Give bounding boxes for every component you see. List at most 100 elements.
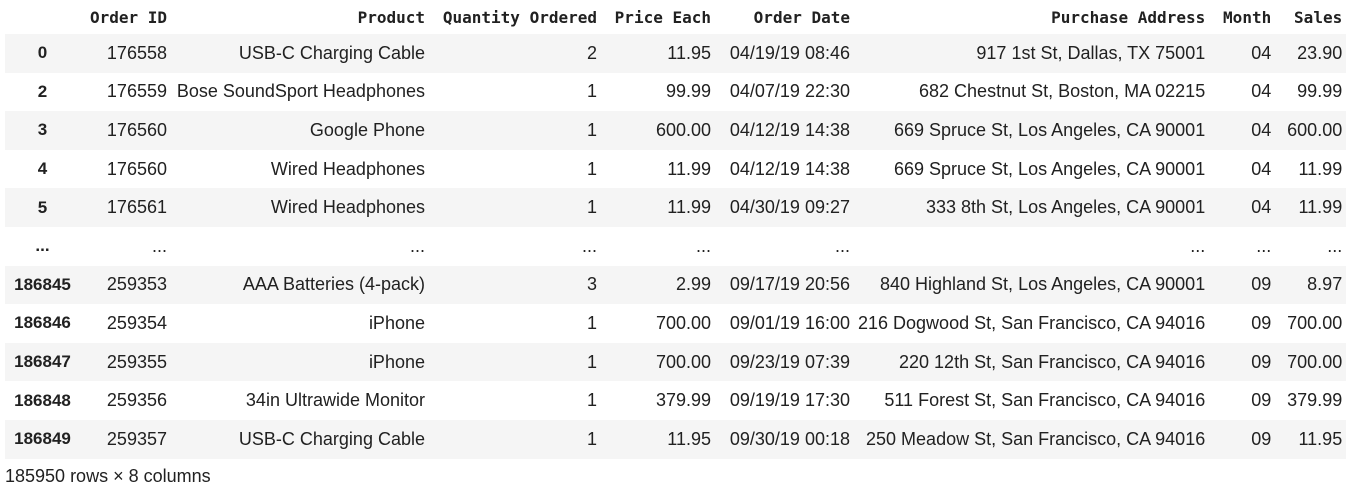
column-header-month: Month: [1223, 7, 1272, 27]
cell-quantity-ordered: 1: [586, 158, 597, 179]
cell-purchase-address: 220 12th St, San Francisco, CA 94016: [899, 351, 1206, 372]
cell-price-each: 11.99: [667, 197, 711, 218]
cell-order-date: 04/12/19 14:38: [729, 158, 850, 179]
cell-order-date: 04/30/19 09:27: [729, 197, 850, 218]
row-index: 2: [37, 81, 48, 101]
cell-sales: 99.99: [1297, 81, 1343, 102]
cell-month: 09: [1251, 390, 1272, 411]
table-row: 186845 259353 AAA Batteries (4-pack) 3 2.99 0…: [5, 265, 1347, 305]
table-row: 3 176560 Google Phone 1 600.00 04/12/19 14:38…: [5, 111, 1347, 150]
cell-quantity-ordered: 3: [586, 274, 597, 295]
cell-order-date: ...: [834, 235, 850, 256]
cell-product: iPhone: [368, 312, 425, 333]
cell-order-date: 09/17/19 20:56: [729, 274, 850, 295]
column-header-purchase-address: Purchase Address: [1051, 7, 1206, 27]
cell-product: USB-C Charging Cable: [238, 42, 425, 63]
cell-price-each: 11.95: [667, 42, 711, 63]
cell-order-id: 176558: [106, 42, 167, 63]
cell-sales: 11.99: [1298, 158, 1343, 179]
row-index: 186847: [14, 352, 71, 372]
cell-product: AAA Batteries (4-pack): [242, 274, 425, 295]
cell-order-id: 259354: [106, 312, 167, 333]
cell-order-date: 09/19/19 17:30: [729, 390, 850, 411]
cell-quantity-ordered: ...: [581, 235, 597, 256]
cell-price-each: ...: [695, 235, 711, 256]
cell-order-id: 176560: [106, 119, 167, 140]
cell-sales: 700.00: [1287, 312, 1343, 333]
cell-purchase-address: 333 8th St, Los Angeles, CA 90001: [926, 197, 1206, 218]
cell-purchase-address: 669 Spruce St, Los Angeles, CA 90001: [893, 119, 1206, 140]
cell-sales: 379.99: [1287, 390, 1343, 411]
column-header-sales: Sales: [1294, 7, 1343, 27]
cell-price-each: 11.95: [667, 428, 711, 449]
cell-sales: ...: [1327, 235, 1343, 256]
cell-order-id: 176559: [106, 81, 167, 102]
cell-sales: 23.90: [1297, 42, 1343, 63]
cell-product: 34in Ultrawide Monitor: [245, 390, 425, 411]
cell-order-date: 09/01/19 16:00: [729, 312, 850, 333]
table-row: 186847 259355 iPhone 1 700.00 09/23/19 07:39 2…: [5, 342, 1347, 382]
cell-product: Bose SoundSport Headphones: [176, 81, 425, 102]
cell-order-date: 04/07/19 22:30: [729, 81, 850, 102]
cell-purchase-address: 216 Dogwood St, San Francisco, CA 94016: [858, 312, 1206, 333]
cell-purchase-address: ...: [1190, 235, 1206, 256]
cell-quantity-ordered: 1: [586, 390, 597, 411]
cell-product: Wired Headphones: [270, 158, 425, 179]
table-body: 0 176558 USB-C Charging Cable 2 11.95 04/19/1…: [5, 34, 1347, 459]
cell-month: 09: [1251, 274, 1272, 295]
cell-month: 04: [1251, 197, 1272, 218]
column-header-quantity-ordered: Quantity Ordered: [442, 7, 597, 27]
table-header: Order ID Product Quantity Ordered Price …: [5, 0, 1346, 34]
table-row: 2 176559 Bose SoundSport Headphones 1 99.99 0…: [5, 72, 1347, 112]
cell-quantity-ordered: 1: [586, 81, 597, 102]
cell-price-each: 379.99: [655, 390, 711, 411]
cell-month: 09: [1251, 428, 1272, 449]
cell-price-each: 700.00: [655, 351, 711, 372]
cell-sales: 8.97: [1307, 274, 1343, 295]
cell-month: 04: [1251, 42, 1272, 63]
cell-month: 04: [1251, 81, 1272, 102]
cell-purchase-address: 511 Forest St, San Francisco, CA 94016: [884, 390, 1206, 411]
cell-order-id: 176561: [106, 197, 167, 218]
cell-quantity-ordered: 1: [586, 428, 597, 449]
index-header: [5, 0, 80, 34]
row-index: 186848: [14, 390, 71, 410]
cell-purchase-address: 682 Chestnut St, Boston, MA 02215: [919, 81, 1206, 102]
cell-order-id: 259355: [106, 351, 167, 372]
cell-quantity-ordered: 1: [586, 351, 597, 372]
row-index: ...: [35, 236, 50, 256]
cell-order-id: ...: [151, 235, 167, 256]
cell-month: 04: [1251, 158, 1272, 179]
cell-order-id: 176560: [106, 158, 167, 179]
cell-order-date: 04/12/19 14:38: [729, 119, 850, 140]
cell-month: 04: [1251, 119, 1272, 140]
column-header-product: Product: [357, 7, 425, 27]
cell-order-id: 259356: [106, 390, 167, 411]
row-index: 186845: [14, 274, 71, 294]
column-header-price-each: Price Each: [614, 7, 711, 27]
table-row: 4 176560 Wired Headphones 1 11.99 04/12/19 14…: [5, 149, 1347, 189]
cell-order-date: 09/23/19 07:39: [729, 351, 850, 372]
row-index: 186846: [14, 313, 71, 333]
table-row: ...........................: [5, 226, 1347, 266]
cell-price-each: 11.99: [667, 158, 711, 179]
cell-order-id: 259357: [106, 428, 167, 449]
cell-order-date: 09/30/19 00:18: [729, 428, 850, 449]
table-row: 0 176558 USB-C Charging Cable 2 11.95 04/19/1…: [5, 34, 1347, 73]
cell-price-each: 600.00: [655, 119, 711, 140]
cell-quantity-ordered: 2: [586, 42, 597, 63]
cell-sales: 11.99: [1298, 197, 1343, 218]
row-index: 4: [37, 159, 48, 179]
cell-quantity-ordered: 1: [586, 119, 597, 140]
cell-sales: 600.00: [1287, 119, 1343, 140]
cell-product: ...: [409, 235, 425, 256]
cell-price-each: 99.99: [665, 81, 711, 102]
cell-quantity-ordered: 1: [586, 197, 597, 218]
cell-sales: 11.95: [1298, 428, 1343, 449]
cell-month: 09: [1251, 351, 1272, 372]
cell-month: 09: [1251, 312, 1272, 333]
dataframe-shape-label: 185950 rows × 8 columns: [5, 466, 211, 486]
cell-product: Wired Headphones: [270, 197, 425, 218]
cell-price-each: 700.00: [655, 312, 711, 333]
